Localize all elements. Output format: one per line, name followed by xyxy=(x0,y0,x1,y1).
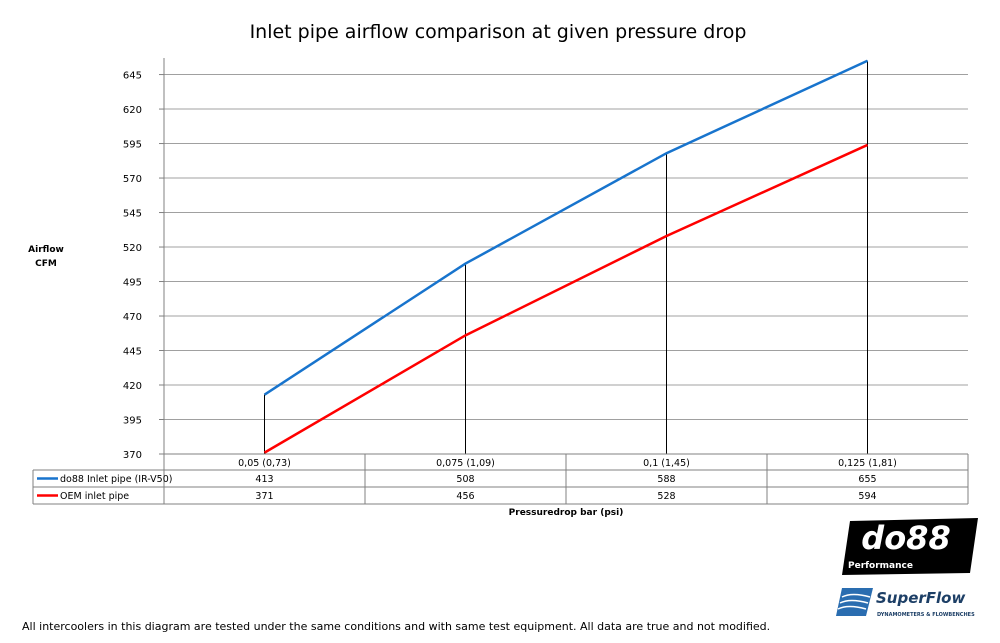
series-line xyxy=(263,143,869,454)
y-tick-label: 570 xyxy=(123,174,142,185)
x-tick-label: 0,125 (1,81) xyxy=(838,458,897,469)
y-tick-label: 495 xyxy=(123,278,142,289)
y-tick-label: 645 xyxy=(123,71,142,82)
y-tick-label: 595 xyxy=(123,140,142,151)
do88-logo: do88 Performance xyxy=(842,518,978,575)
series-line xyxy=(263,59,869,396)
do88-logo-subtext: Performance xyxy=(848,561,913,571)
y-tick-label: 620 xyxy=(123,105,142,116)
y-axis-label-line2: CFM xyxy=(35,259,57,269)
y-tick-label: 445 xyxy=(123,347,142,358)
superflow-logo-subtext: DYNAMOMETERS & FLOWBENCHES xyxy=(877,612,975,618)
data-label: 655 xyxy=(858,474,876,485)
y-tick-label: 545 xyxy=(123,209,142,220)
data-label: 456 xyxy=(456,491,474,502)
data-label: 371 xyxy=(255,491,273,502)
y-axis-label-line1: Airflow xyxy=(28,245,64,255)
data-label: 528 xyxy=(657,491,675,502)
legend-label: do88 Inlet pipe (IR-V50) xyxy=(60,474,172,485)
x-tick-label: 0,075 (1,09) xyxy=(436,458,495,469)
y-tick-label: 420 xyxy=(123,381,142,392)
y-tick-label: 520 xyxy=(123,243,142,254)
data-label: 413 xyxy=(255,474,273,485)
chart-title: Inlet pipe airflow comparison at given p… xyxy=(250,21,747,43)
x-tick-label: 0,1 (1,45) xyxy=(643,458,690,469)
superflow-logo: SuperFlow DYNAMOMETERS & FLOWBENCHES xyxy=(836,588,975,618)
y-tick-label: 470 xyxy=(123,312,142,323)
y-tick-label: 370 xyxy=(123,450,142,461)
footnote: All intercoolers in this diagram are tes… xyxy=(22,620,770,633)
superflow-logo-text: SuperFlow xyxy=(876,589,965,607)
x-axis-label: Pressuredrop bar (psi) xyxy=(509,508,624,518)
x-tick-label: 0,05 (0,73) xyxy=(238,458,291,469)
data-label: 594 xyxy=(858,491,876,502)
data-label: 588 xyxy=(657,474,675,485)
do88-logo-text: do88 xyxy=(861,519,950,557)
data-label: 508 xyxy=(456,474,474,485)
y-tick-label: 395 xyxy=(123,416,142,427)
legend-label: OEM inlet pipe xyxy=(60,491,129,502)
